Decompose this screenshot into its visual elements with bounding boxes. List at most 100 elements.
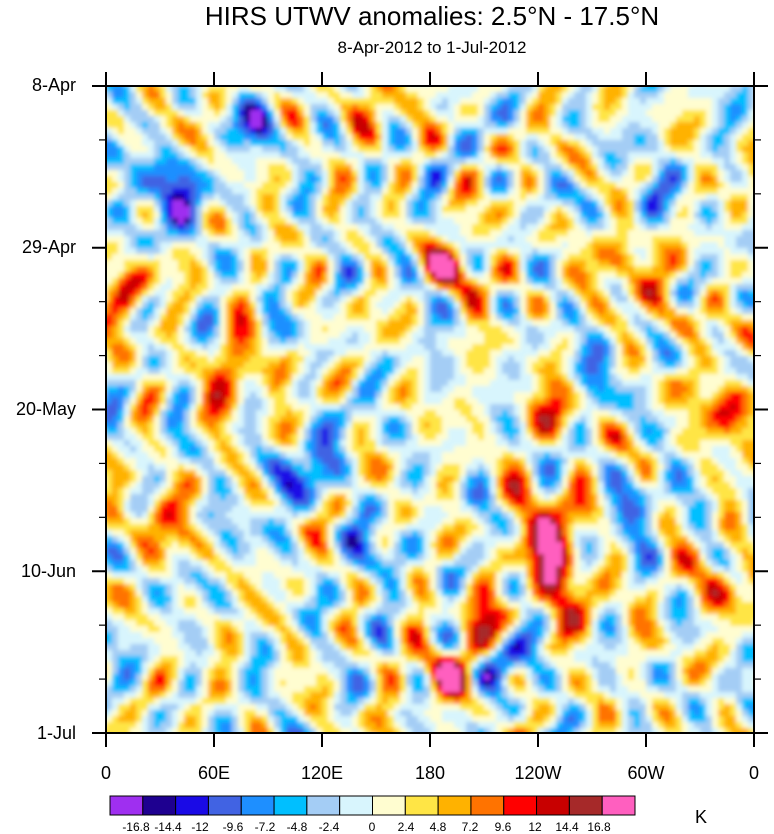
heatmap-cell xyxy=(214,314,221,321)
heatmap-cell xyxy=(694,176,701,183)
heatmap-cell xyxy=(508,296,515,303)
heatmap-cell xyxy=(250,98,257,105)
heatmap-cell xyxy=(118,338,125,345)
heatmap-cell xyxy=(718,236,725,243)
heatmap-cell xyxy=(130,332,137,339)
heatmap-cell xyxy=(604,290,611,297)
heatmap-cell xyxy=(244,182,251,189)
heatmap-cell xyxy=(568,200,575,207)
heatmap-cell xyxy=(442,278,449,285)
heatmap-cell xyxy=(592,146,599,153)
heatmap-cell xyxy=(244,338,251,345)
heatmap-cell xyxy=(664,248,671,255)
heatmap-cell xyxy=(226,86,233,93)
heatmap-cell xyxy=(310,158,317,165)
heatmap-cell xyxy=(460,320,467,327)
heatmap-cell xyxy=(652,188,659,195)
heatmap-cell xyxy=(154,338,161,345)
heatmap-cell xyxy=(106,134,113,141)
heatmap-cell xyxy=(142,344,149,351)
heatmap-cell xyxy=(124,140,131,147)
heatmap-cell xyxy=(520,152,527,159)
heatmap-cell xyxy=(556,320,563,327)
heatmap-cell xyxy=(616,308,623,315)
heatmap-cell xyxy=(154,176,161,183)
heatmap-cell xyxy=(580,164,587,171)
heatmap-cell xyxy=(220,314,227,321)
heatmap-cell xyxy=(106,278,113,285)
heatmap-cell xyxy=(592,290,599,297)
heatmap-cell xyxy=(718,200,725,207)
heatmap-cell xyxy=(412,206,419,213)
heatmap-cell xyxy=(502,266,509,273)
heatmap-cell xyxy=(304,116,311,123)
heatmap-cell xyxy=(400,134,407,141)
heatmap-cell xyxy=(256,230,263,237)
heatmap-cell xyxy=(202,272,209,279)
heatmap-cell xyxy=(454,98,461,105)
heatmap-cell xyxy=(172,212,179,219)
heatmap-cell xyxy=(160,260,167,267)
heatmap-cell xyxy=(262,320,269,327)
heatmap-cell xyxy=(346,212,353,219)
heatmap-cell xyxy=(574,140,581,147)
heatmap-cell xyxy=(382,92,389,99)
heatmap-cell xyxy=(274,344,281,351)
heatmap-cell xyxy=(454,194,461,201)
heatmap-cell xyxy=(280,152,287,159)
heatmap-cell xyxy=(352,200,359,207)
heatmap-cell xyxy=(124,344,131,351)
heatmap-cell xyxy=(202,344,209,351)
heatmap-cell xyxy=(688,284,695,291)
heatmap-cell xyxy=(286,350,293,357)
heatmap-cell xyxy=(286,254,293,261)
heatmap-cell xyxy=(706,200,713,207)
heatmap-cell xyxy=(640,182,647,189)
heatmap-cell xyxy=(280,236,287,243)
heatmap-cell xyxy=(274,140,281,147)
heatmap-cell xyxy=(562,344,569,351)
heatmap-cell xyxy=(220,170,227,177)
heatmap-cell xyxy=(562,140,569,147)
heatmap-cell xyxy=(514,86,521,93)
heatmap-cell xyxy=(142,254,149,261)
heatmap-cell xyxy=(322,224,329,231)
heatmap-cell xyxy=(700,206,707,213)
heatmap-cell xyxy=(478,230,485,237)
heatmap-cell xyxy=(328,230,335,237)
heatmap-cell xyxy=(364,266,371,273)
heatmap-cell xyxy=(718,170,725,177)
heatmap-cell xyxy=(712,164,719,171)
heatmap-cell xyxy=(730,314,737,321)
heatmap-cell xyxy=(166,338,173,345)
heatmap-cell xyxy=(106,176,113,183)
heatmap-cell xyxy=(460,296,467,303)
heatmap-cell xyxy=(280,200,287,207)
heatmap-cell xyxy=(226,308,233,315)
heatmap-cell xyxy=(400,338,407,345)
heatmap-cell xyxy=(526,272,533,279)
heatmap-cell xyxy=(652,308,659,315)
heatmap-cell xyxy=(322,218,329,225)
heatmap-cell xyxy=(322,104,329,111)
heatmap-cell xyxy=(466,110,473,117)
heatmap-cell xyxy=(316,104,323,111)
heatmap-cell xyxy=(250,128,257,135)
heatmap-cell xyxy=(118,206,125,213)
heatmap-cell xyxy=(274,236,281,243)
heatmap-cell xyxy=(256,164,263,171)
heatmap-cell xyxy=(142,236,149,243)
heatmap-cell xyxy=(118,332,125,339)
heatmap-cell xyxy=(538,314,545,321)
heatmap-cell xyxy=(682,200,689,207)
heatmap-cell xyxy=(724,140,731,147)
heatmap-cell xyxy=(262,236,269,243)
heatmap-cell xyxy=(472,188,479,195)
heatmap-cell xyxy=(688,314,695,321)
heatmap-cell xyxy=(136,218,143,225)
heatmap-cell xyxy=(574,344,581,351)
heatmap-cell xyxy=(442,296,449,303)
heatmap-cell xyxy=(724,212,731,219)
heatmap-cell xyxy=(166,260,173,267)
heatmap-cell xyxy=(190,224,197,231)
